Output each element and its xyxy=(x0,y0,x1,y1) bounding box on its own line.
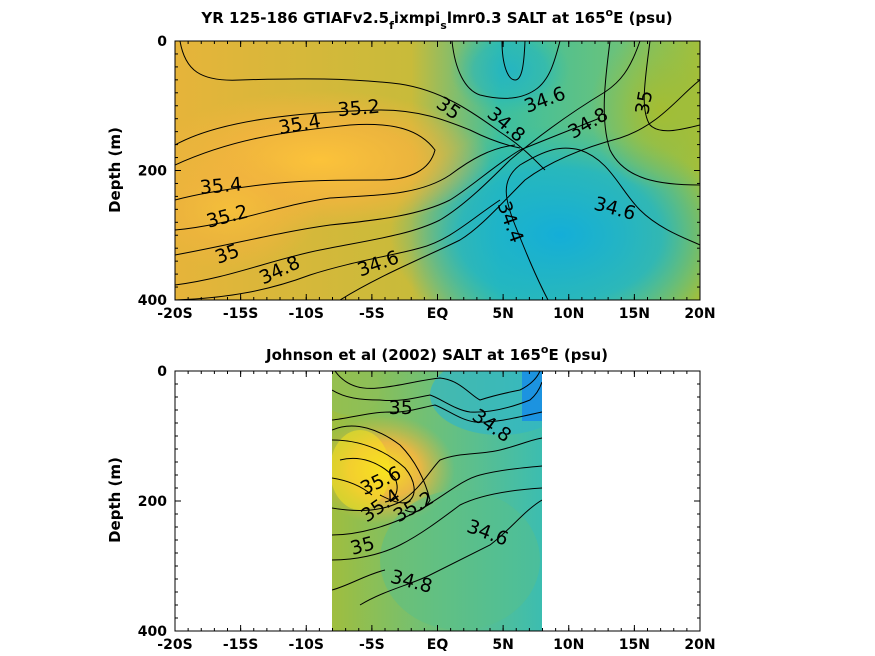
top-panel: YR 125-186 GTIAFv2.5fixmpislmr0.3 SALT a… xyxy=(106,6,716,322)
top-contours xyxy=(175,41,700,300)
x-tick-label: -5S xyxy=(359,637,385,653)
x-tick-label: -10S xyxy=(289,637,324,653)
bottom-y-ticks: 0 200 400 xyxy=(138,364,700,640)
top-panel-title: YR 125-186 GTIAFv2.5fixmpislmr0.3 SALT a… xyxy=(200,6,672,32)
top-y-ticks: 0 200 400 xyxy=(138,34,700,309)
x-tick-label: 10N xyxy=(553,637,584,653)
x-tick-label: -20S xyxy=(157,637,192,653)
contour-label: 35.2 xyxy=(337,96,381,122)
y-tick-label: 200 xyxy=(138,164,167,180)
x-tick-label: 5N xyxy=(492,637,513,653)
bottom-contours xyxy=(332,371,542,606)
x-tick-label: 10N xyxy=(553,306,584,322)
x-tick-label: -5S xyxy=(359,306,385,322)
top-y-axis-label: Depth (m) xyxy=(106,127,124,213)
bottom-panel-title: Johnson et al (2002) SALT at 165oE (psu) xyxy=(265,343,608,364)
y-tick-label: 200 xyxy=(138,494,167,510)
x-tick-label: EQ xyxy=(427,306,449,322)
y-tick-label: 0 xyxy=(157,34,167,50)
x-tick-label: 15N xyxy=(619,637,650,653)
x-tick-label: EQ xyxy=(427,637,449,653)
y-tick-label: 400 xyxy=(138,293,167,309)
bottom-x-ticks: -20S -15S -10S -5S EQ 5N 10N 15N 20N xyxy=(157,371,716,653)
contour-label: 35 xyxy=(631,89,657,117)
top-colormap xyxy=(175,41,700,300)
x-tick-label: -15S xyxy=(223,637,258,653)
x-tick-label: 20N xyxy=(684,306,715,322)
contour-label: 35.4 xyxy=(199,173,243,199)
bottom-y-axis-label: Depth (m) xyxy=(106,457,124,543)
x-tick-label: -20S xyxy=(157,306,192,322)
bottom-panel: Johnson et al (2002) SALT at 165oE (psu) xyxy=(106,343,716,653)
x-tick-label: 5N xyxy=(492,306,513,322)
x-tick-label: -15S xyxy=(223,306,258,322)
x-tick-label: -10S xyxy=(289,306,324,322)
contour-label: 35 xyxy=(389,397,413,419)
y-tick-label: 0 xyxy=(157,364,167,380)
x-tick-label: 15N xyxy=(619,306,650,322)
top-x-ticks: -20S -15S -10S -5S EQ 5N 10N 15N 20N xyxy=(157,41,716,322)
y-tick-label: 400 xyxy=(138,624,167,640)
x-tick-label: 20N xyxy=(684,637,715,653)
bottom-colormap xyxy=(332,371,542,631)
